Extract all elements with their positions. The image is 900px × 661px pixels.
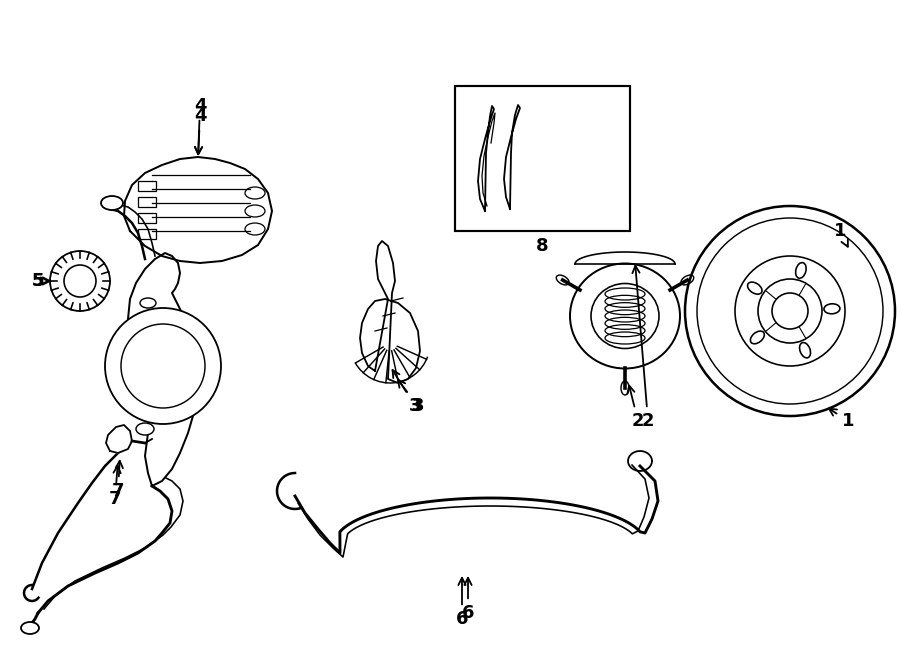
- Circle shape: [105, 308, 221, 424]
- Text: 7: 7: [109, 466, 122, 508]
- Polygon shape: [504, 105, 520, 209]
- Text: 7: 7: [112, 461, 124, 500]
- Text: 3: 3: [398, 380, 424, 415]
- Text: 1: 1: [833, 222, 848, 247]
- Polygon shape: [124, 157, 272, 263]
- Bar: [138, 197, 156, 207]
- Text: 6: 6: [462, 578, 474, 622]
- Polygon shape: [128, 253, 198, 486]
- Ellipse shape: [101, 196, 123, 210]
- Ellipse shape: [140, 298, 156, 308]
- Bar: [138, 181, 156, 191]
- Bar: [455, 86, 630, 231]
- Text: 3: 3: [392, 370, 421, 415]
- Text: 8: 8: [536, 237, 548, 255]
- Text: 1: 1: [829, 408, 854, 430]
- Text: 2: 2: [627, 385, 644, 430]
- Text: 4: 4: [194, 97, 206, 154]
- Text: 5: 5: [32, 272, 50, 290]
- Ellipse shape: [570, 264, 680, 368]
- Bar: [138, 229, 156, 239]
- Text: 6: 6: [455, 578, 468, 628]
- Polygon shape: [106, 425, 132, 453]
- Circle shape: [50, 251, 110, 311]
- Ellipse shape: [136, 423, 154, 435]
- Text: 2: 2: [633, 266, 654, 430]
- Text: 4: 4: [194, 107, 206, 154]
- Ellipse shape: [21, 622, 39, 634]
- Polygon shape: [478, 106, 494, 211]
- Polygon shape: [360, 241, 420, 383]
- Bar: [138, 213, 156, 223]
- Text: 5: 5: [32, 272, 50, 290]
